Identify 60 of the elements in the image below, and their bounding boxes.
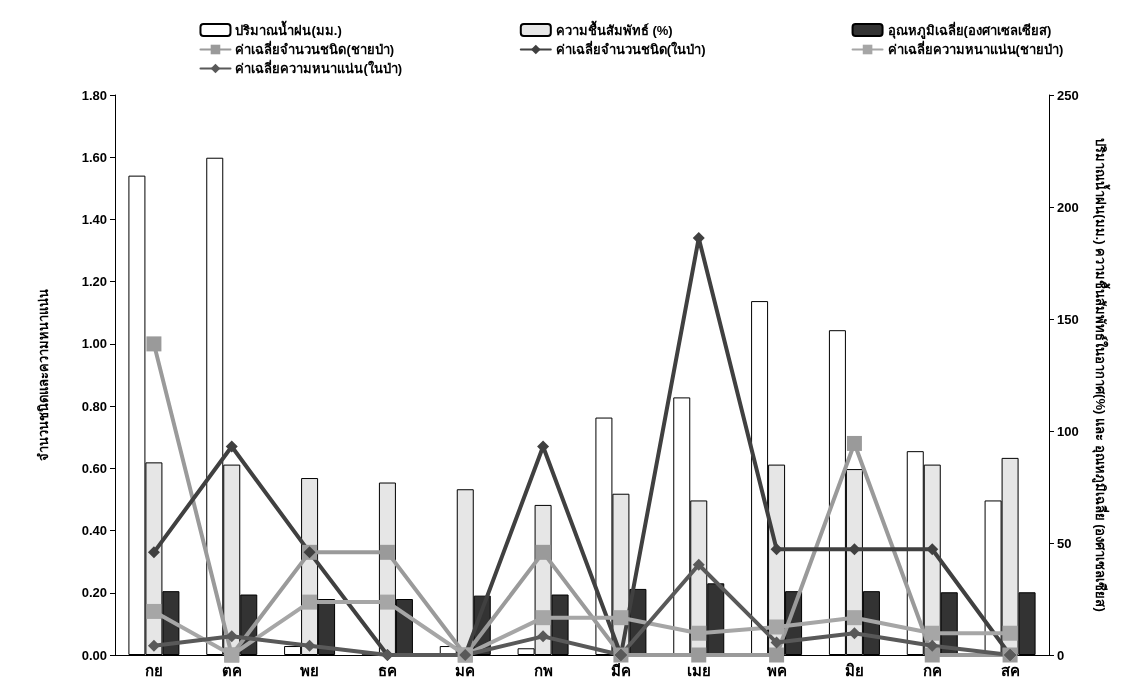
x-tick-label: สค [1000, 662, 1020, 679]
point [846, 610, 862, 626]
y-tick-label: 0.40 [81, 523, 107, 539]
y-tick-label: 0.60 [81, 460, 107, 476]
legend-label: ความชื้นสัมพัทธ์ (%) [555, 19, 673, 38]
y2-tick-label: 0 [1057, 647, 1065, 663]
y-tick-label: 1.00 [81, 336, 107, 352]
x-tick-label: มค [455, 662, 476, 679]
x-tick-label: พย [300, 662, 320, 679]
point [147, 546, 160, 559]
y2-tick-label: 100 [1057, 423, 1079, 439]
point [924, 625, 940, 641]
y2-tick-label: 250 [1057, 87, 1079, 103]
y-tick-label: 0.20 [81, 585, 107, 601]
x-tick-label: พค [766, 662, 787, 679]
point [613, 610, 629, 626]
legend-label: ค่าเฉลี่ยความหนาแน่น(ในป่า) [235, 59, 403, 76]
y-tick-label: 1.80 [81, 87, 107, 103]
x-tick-label: กย [144, 662, 163, 679]
point [146, 336, 162, 352]
y2-tick-label: 150 [1057, 311, 1079, 327]
point [1002, 625, 1018, 641]
point [926, 639, 939, 652]
point [924, 647, 940, 663]
point [535, 544, 551, 560]
point [379, 544, 395, 560]
y2-axis-title: ปริมาณน้ำฝน(มม.) ความชื้นสัมพัทธ์ในอากาศ(%) และ อุณหภูมิเฉลี่ย (องศาเซลเซียส) [1092, 138, 1111, 612]
y-tick-label: 0.80 [81, 398, 107, 414]
point [379, 594, 395, 610]
point [225, 440, 238, 453]
y-tick-label: 1.20 [81, 274, 107, 290]
legend-label: ปริมาณน้ำฝน(มม.) [235, 19, 342, 38]
point [692, 558, 705, 571]
point [147, 639, 160, 652]
legend-label: ค่าเฉลี่ยความหนาแน่น(ชายป่า) [887, 40, 1064, 57]
y-axis-title: จำนวนชนิดและความหนาแน่น [36, 289, 51, 461]
x-tick-label: เมย [686, 662, 711, 679]
y-tick-label: 1.60 [81, 149, 107, 165]
point [535, 610, 551, 626]
point [691, 647, 707, 663]
x-tick-label: กค [922, 662, 942, 679]
point [769, 647, 785, 663]
point [302, 594, 318, 610]
y-tick-label: 1.40 [81, 211, 107, 227]
point [691, 625, 707, 641]
x-tick-label: ตค [221, 662, 242, 679]
legend-label: อุณหภูมิเฉลี่ย(องศาเซลเซียส) [887, 20, 1052, 39]
point [537, 630, 550, 643]
x-tick-label: กพ [533, 662, 553, 679]
y2-tick-label: 200 [1057, 199, 1079, 215]
point [146, 603, 162, 619]
legend-label: ค่าเฉลี่ยจำนวนชนิด(ชายป่า) [235, 40, 395, 57]
y-tick-label: 0.00 [81, 647, 107, 663]
x-tick-label: ธค [377, 662, 397, 679]
x-tick-label: มิย [844, 662, 864, 679]
y2-tick-label: 50 [1057, 535, 1072, 551]
point [769, 619, 785, 635]
legend-label: ค่าเฉลี่ยจำนวนชนิด(ในป่า) [555, 40, 706, 57]
x-tick-label: มีค [610, 662, 631, 679]
point [846, 435, 862, 451]
